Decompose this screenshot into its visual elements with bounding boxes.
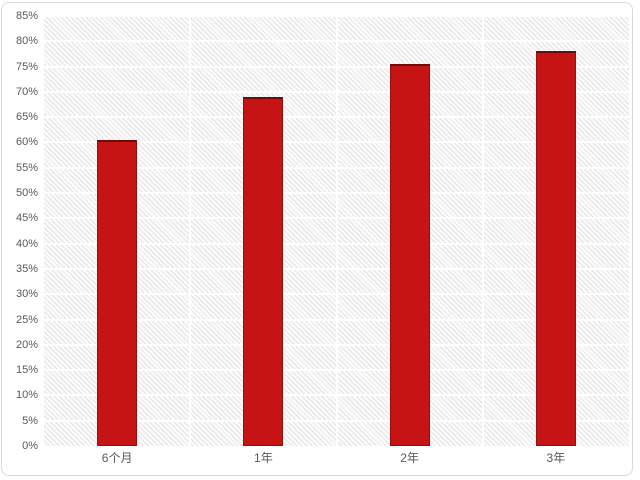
y-tick-label: 35%: [15, 262, 38, 275]
y-tick-label: 75%: [15, 60, 38, 73]
y-tick-label: 5%: [22, 414, 38, 427]
bar-2年: [389, 64, 430, 446]
chart-card: 0% 5% 10% 15% 20% 25% 30% 35% 40% 45% 50% 55% 60% 65%…: [1, 2, 633, 476]
y-tick-label: 10%: [15, 389, 38, 402]
y-tick-label: 80%: [15, 35, 38, 48]
y-tick-label: 45%: [15, 212, 38, 225]
x-category-label: 2年: [400, 451, 419, 465]
x-category-label: 6个月: [101, 451, 133, 465]
y-tick-label: 40%: [15, 237, 38, 250]
bar-1年: [243, 96, 284, 446]
y-tick-label: 70%: [15, 85, 38, 98]
y-tick-label: 65%: [15, 111, 38, 124]
x-category-label: 1年: [254, 451, 273, 465]
category-separator: [335, 16, 338, 446]
category-separator: [189, 16, 192, 446]
y-tick-label: 30%: [15, 288, 38, 301]
y-tick-label: 20%: [15, 338, 38, 351]
bar-3年: [535, 51, 576, 446]
x-category-label: 3年: [546, 451, 566, 465]
plot-area: [44, 15, 629, 446]
y-tick-label: 0%: [22, 440, 38, 452]
category-separator: [481, 16, 484, 446]
y-tick-label: 15%: [15, 364, 38, 377]
bar-6个月: [97, 139, 138, 446]
y-tick-label: 25%: [15, 313, 38, 326]
y-tick-label: 55%: [15, 161, 38, 174]
y-tick-label: 85%: [15, 10, 38, 22]
y-tick-label: 50%: [15, 187, 38, 200]
y-tick-label: 60%: [15, 136, 38, 149]
